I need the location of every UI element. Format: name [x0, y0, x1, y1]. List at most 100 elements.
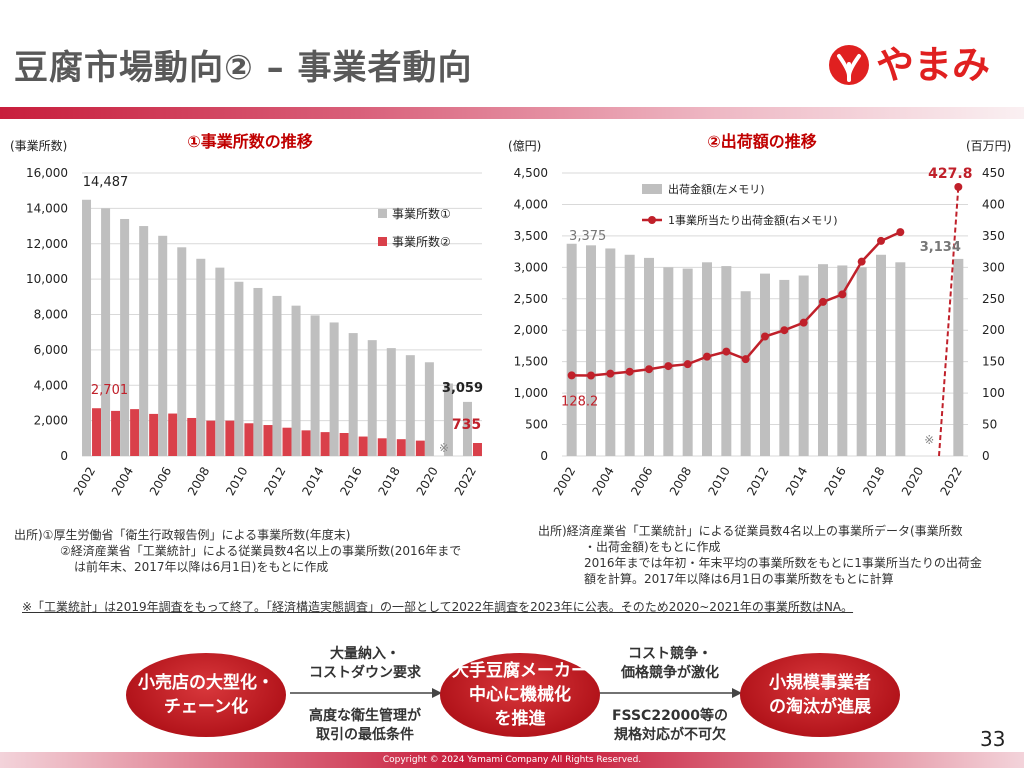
establishments-chart: ①事業所数の推移 (事業所数) 0 2,000 4,000 6,000 8,000 10,00…: [10, 132, 483, 498]
source-line: 出所)経済産業省「工業統計」による従業員数4名以上の事業所データ(事業所数: [538, 524, 963, 538]
bar-establishments-1: [272, 295, 282, 456]
y2-tick-label: 200: [982, 323, 1005, 337]
y-tick-label: 1,500: [514, 355, 548, 369]
x-tick-label: 2004: [109, 465, 136, 498]
x-tick-label: 2020: [899, 465, 926, 498]
y-tick-label: 8,000: [34, 308, 68, 322]
bar-shipment-value: [740, 291, 751, 456]
bar-establishments-1: [158, 235, 168, 456]
bar-establishments-2: [472, 442, 482, 456]
y2-tick-label: 50: [982, 418, 997, 432]
x-tick-label: 2020: [414, 465, 441, 498]
bar-establishments-1: [177, 247, 187, 456]
y-tick-label: 500: [525, 418, 548, 432]
bar-establishments-1: [329, 322, 339, 456]
bar-shipment-value: [760, 273, 770, 456]
y-tick-label: 2,500: [514, 292, 548, 306]
bar-establishments-2: [244, 423, 254, 456]
bar-establishments-1: [215, 267, 225, 456]
bar-establishments-2: [396, 439, 406, 456]
line-projection-dashed: [938, 186, 960, 457]
y-tick-label: 2,000: [514, 323, 548, 337]
page-title: 豆腐市場動向② – 事業者動向: [14, 48, 473, 88]
bar-establishments-2: [339, 433, 349, 456]
flow-circle-consolidation: 小規模事業者 の淘汰が進展: [740, 653, 900, 737]
bar-shipment-value: [721, 266, 732, 456]
logo-text: やまみ: [876, 43, 991, 87]
bar-shipment-value: [798, 275, 809, 456]
y-tick-label: 16,000: [26, 166, 68, 180]
bar-establishments-2: [92, 408, 102, 456]
y-tick-label: 4,500: [514, 166, 548, 180]
line-point: [838, 290, 847, 299]
line-point: [761, 332, 769, 341]
bar-shipment-value: [605, 248, 616, 456]
flow-text: を推進: [494, 709, 546, 729]
bar-shipment-value: [586, 245, 596, 456]
data-label: 3,059: [442, 381, 483, 396]
bar-establishments-1: [367, 340, 377, 456]
bar-establishments-1: [386, 348, 396, 456]
chart2-title: ②出荷額の推移: [707, 132, 817, 151]
y-tick-label: 2,000: [34, 414, 68, 428]
bar-establishments-2: [282, 427, 292, 456]
bar-shipment-value: [837, 265, 848, 456]
arrow-head-icon: [432, 688, 442, 698]
flow-text: チェーン化: [163, 697, 249, 717]
source-note-chart2: 出所)経済産業省「工業統計」による従業員数4名以上の事業所データ(事業所数 ・出…: [538, 523, 1014, 587]
flow-label-hygiene: 高度な衛生管理が 取引の最低条件: [309, 708, 421, 743]
line-point: [567, 371, 576, 380]
arrow-head-icon: [732, 688, 742, 698]
bar-shipment-value: [856, 267, 867, 456]
source-line: 額を計算。2017年以降は6月1日の事業所数をもとに計算: [584, 572, 894, 586]
copyright-text: Copyright © 2024 Yamami Company All Righ…: [382, 755, 642, 765]
flow-label-competition: コスト競争・ 価格競争が激化: [621, 646, 719, 681]
bar-shipment-value: [566, 243, 577, 456]
x-tick-label: 2016: [822, 465, 849, 498]
bar-shipment-value: [895, 262, 906, 456]
line-point: [606, 369, 615, 378]
bar-establishments-2: [415, 440, 425, 456]
line-per-establishment: [571, 230, 901, 377]
line-point: [877, 236, 885, 245]
data-label: 735: [452, 417, 481, 433]
flow-circle-mechanization: 大手豆腐メーカー 中心に機械化 を推進: [440, 653, 600, 737]
legend-label: 1事業所当たり出荷金額(右メモリ): [668, 213, 838, 227]
legend-label: 事業所数①: [392, 206, 451, 221]
legend-label: 出荷金額(左メモリ): [668, 182, 765, 196]
y2-tick-label: 250: [982, 292, 1005, 306]
y2-tick-label: 400: [982, 197, 1005, 211]
bar-shipment-value: [779, 279, 790, 456]
bar-shipment-value: [663, 267, 674, 456]
bar-establishments-1: [101, 208, 111, 456]
y2-tick-label: 150: [982, 355, 1005, 369]
chart1-y-axis-label: (事業所数): [10, 138, 67, 153]
bar-establishments-1: [310, 315, 320, 456]
flow-text: 中心に機械化: [469, 685, 571, 705]
bar-establishments-1: [424, 362, 434, 456]
line-point: [896, 228, 905, 237]
title-underline-bar: [0, 107, 1024, 119]
flow-label-demand: 大量納入・ コストダウン要求: [309, 646, 421, 681]
bar-shipment-value: [876, 254, 886, 456]
flow-label-standards: FSSC22000等の 規格対応が不可欠: [611, 708, 729, 743]
x-tick-label: 2010: [706, 465, 733, 498]
legend-swatch: [642, 184, 662, 194]
y-tick-label: 12,000: [26, 237, 68, 251]
x-tick-label: 2018: [860, 465, 887, 498]
bar-establishments-2: [301, 430, 311, 456]
legend-swatch: [378, 209, 387, 218]
data-label: 14,487: [83, 175, 129, 190]
line-point: [954, 182, 963, 191]
source-line: ②経済産業省「工業統計」による従業員数4名以上の事業所数(2016年まで: [60, 544, 462, 558]
bar-establishments-2: [206, 420, 216, 456]
data-label: 3,375: [569, 229, 606, 244]
footnote: ※「工業統計」は2019年調査をもって終了。「経済構造実態調査」の一部として20…: [22, 600, 854, 614]
flow-text: 小規模事業者: [769, 673, 871, 693]
source-line: は前年末、2017年以降は6月1日)をもとに作成: [74, 560, 329, 574]
chart1-title: ①事業所数の推移: [187, 132, 313, 151]
bar-establishments-1: [348, 333, 358, 456]
bar-establishments-1: [139, 226, 149, 456]
line-point: [703, 352, 711, 361]
bar-establishments-1: [462, 401, 472, 456]
